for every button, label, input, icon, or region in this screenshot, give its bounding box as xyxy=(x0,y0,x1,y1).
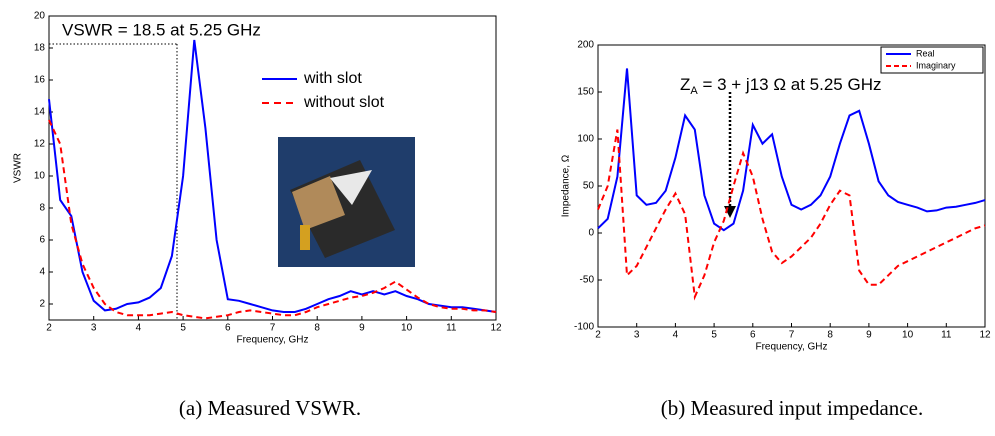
antenna-photo xyxy=(278,137,415,267)
x-tick-label: 8 xyxy=(827,330,833,341)
x-tick-label: 2 xyxy=(46,323,52,334)
legend-label: Imaginary xyxy=(916,60,956,70)
x-tick-label: 10 xyxy=(902,330,914,341)
y-tick-label: 50 xyxy=(583,181,595,192)
x-tick-label: 10 xyxy=(401,323,413,334)
y-tick-label: 6 xyxy=(39,235,45,246)
x-tick-label: 12 xyxy=(490,323,502,334)
x-tick-label: 12 xyxy=(979,330,991,341)
x-tick-label: 9 xyxy=(359,323,365,334)
x-tick-label: 6 xyxy=(750,330,756,341)
x-tick-label: 7 xyxy=(270,323,276,334)
y-tick-label: 18 xyxy=(34,43,46,54)
y-tick-label: -100 xyxy=(574,322,594,333)
y-tick-label: 8 xyxy=(39,203,45,214)
x-tick-label: 9 xyxy=(866,330,872,341)
x-tick-label: 3 xyxy=(91,323,97,334)
legend-label: without slot xyxy=(303,94,385,111)
caption: (a) Measured VSWR. xyxy=(179,396,361,420)
y-axis-label: Impedance, Ω xyxy=(561,154,572,217)
y-tick-label: 200 xyxy=(577,40,594,51)
x-tick-label: 2 xyxy=(595,330,601,341)
x-tick-label: 11 xyxy=(446,323,457,334)
legend-box xyxy=(880,46,984,74)
annotation: ZA = 3 + j13 Ω at 5.25 GHz xyxy=(680,75,882,96)
annotation: VSWR = 18.5 at 5.25 GHz xyxy=(62,20,261,39)
y-tick-label: 12 xyxy=(34,139,46,150)
y-tick-label: 10 xyxy=(34,171,46,182)
x-tick-label: 3 xyxy=(634,330,640,341)
y-tick-label: 0 xyxy=(588,228,594,239)
x-axis-label: Frequency, GHz xyxy=(236,335,308,346)
x-tick-label: 5 xyxy=(711,330,717,341)
x-tick-label: 8 xyxy=(314,323,320,334)
x-tick-label: 5 xyxy=(180,323,186,334)
series-line xyxy=(597,129,986,301)
caption: (b) Measured input impedance. xyxy=(661,396,923,420)
y-tick-label: 100 xyxy=(577,134,594,145)
x-tick-label: 7 xyxy=(789,330,795,341)
series-line xyxy=(48,39,497,313)
x-tick-label: 4 xyxy=(673,330,679,341)
x-axis-label: Frequency, GHz xyxy=(755,342,827,353)
y-tick-label: 4 xyxy=(39,267,45,278)
x-tick-label: 6 xyxy=(225,323,231,334)
y-tick-label: 2 xyxy=(39,299,45,310)
y-tick-label: 16 xyxy=(34,75,46,86)
y-tick-label: 20 xyxy=(34,11,46,22)
series-line xyxy=(597,68,986,232)
y-tick-label: 150 xyxy=(577,87,594,98)
x-tick-label: 4 xyxy=(136,323,142,334)
y-tick-label: 14 xyxy=(34,107,46,118)
legend-label: Real xyxy=(916,48,935,58)
series-line xyxy=(48,119,497,320)
y-axis-label: VSWR xyxy=(13,153,24,183)
plot-frame xyxy=(48,15,497,321)
legend-label: with slot xyxy=(303,70,362,87)
y-tick-label: -50 xyxy=(580,275,595,286)
x-tick-label: 11 xyxy=(941,330,952,341)
